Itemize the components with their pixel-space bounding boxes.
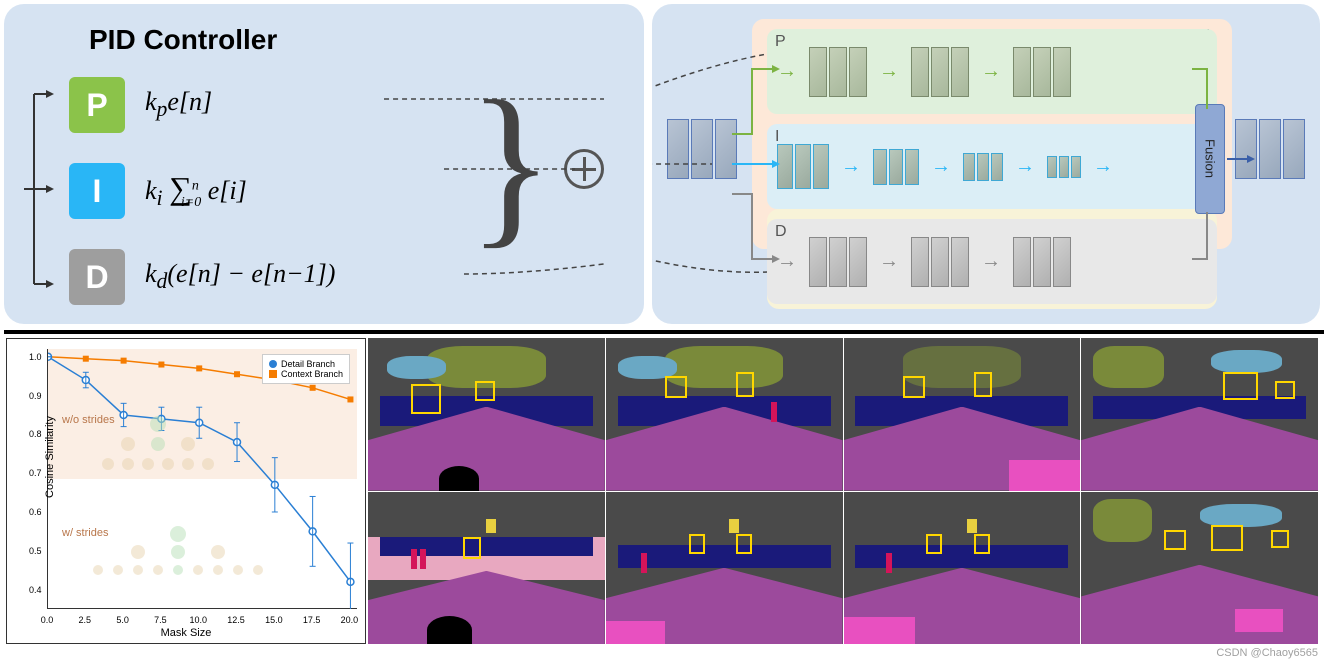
similarity-chart: Cosine Similarity Mask Size w/o strides … xyxy=(6,338,366,644)
arrow-icon: → xyxy=(981,60,1001,83)
i-branch: I → → → → xyxy=(767,124,1217,209)
i-box: I xyxy=(69,163,125,219)
fusion-block: Fusion xyxy=(1195,104,1225,214)
watermark: CSDN @Chaoy6565 xyxy=(1216,647,1318,659)
seg-sample xyxy=(606,338,843,491)
arrow-icon: → xyxy=(981,250,1001,273)
pid-title: PID Controller xyxy=(89,24,619,56)
arrow-icon: → xyxy=(1093,155,1113,178)
arrow-icon: → xyxy=(879,250,899,273)
output-feature-stack xyxy=(1235,119,1305,179)
d-formula: kd(e[n] − e[n−1]) xyxy=(145,259,335,294)
section-divider xyxy=(4,330,1324,334)
seg-sample xyxy=(1081,338,1318,491)
w-strides-annotation: w/ strides xyxy=(62,527,108,539)
seg-sample xyxy=(368,338,605,491)
network-panel: TBN ADB P → → → I → xyxy=(652,4,1320,324)
wo-strides-annotation: w/o strides xyxy=(62,414,115,426)
p-box: P xyxy=(69,77,125,133)
d-box: D xyxy=(69,249,125,305)
bottom-section: Cosine Similarity Mask Size w/o strides … xyxy=(0,336,1328,646)
arrow-icon: → xyxy=(777,250,797,273)
arrow-icon: → xyxy=(931,155,951,178)
seg-sample xyxy=(606,492,843,645)
chart-svg xyxy=(48,349,358,609)
input-feature-stack xyxy=(667,119,737,179)
seg-sample xyxy=(1081,492,1318,645)
seg-sample xyxy=(844,338,1081,491)
arrow-icon: → xyxy=(879,60,899,83)
seg-sample xyxy=(368,492,605,645)
pid-input-bracket xyxy=(24,84,54,294)
p-formula: kpe[n] xyxy=(145,87,212,122)
segmentation-grid xyxy=(368,338,1318,644)
chart-y-label: Cosine Similarity xyxy=(44,416,56,498)
sum-junction-icon xyxy=(564,149,604,189)
chart-legend: Detail Branch Context Branch xyxy=(262,354,350,384)
arrow-icon: → xyxy=(1015,155,1035,178)
top-section: PID Controller P kpe[n] I ki ∑ni=0 e[i] xyxy=(0,0,1328,328)
figure-container: PID Controller P kpe[n] I ki ∑ni=0 e[i] xyxy=(0,0,1328,661)
arrow-icon: → xyxy=(841,155,861,178)
chart-x-label: Mask Size xyxy=(161,627,212,639)
brace-icon: } xyxy=(468,74,554,254)
i-formula: ki ∑ni=0 e[i] xyxy=(145,170,247,211)
pid-controller-panel: PID Controller P kpe[n] I ki ∑ni=0 e[i] xyxy=(4,4,644,324)
seg-sample xyxy=(844,492,1081,645)
arrow-icon: → xyxy=(777,60,797,83)
d-branch: D → → → xyxy=(767,219,1217,304)
p-branch: P → → → xyxy=(767,29,1217,114)
chart-plot-area xyxy=(47,349,357,609)
